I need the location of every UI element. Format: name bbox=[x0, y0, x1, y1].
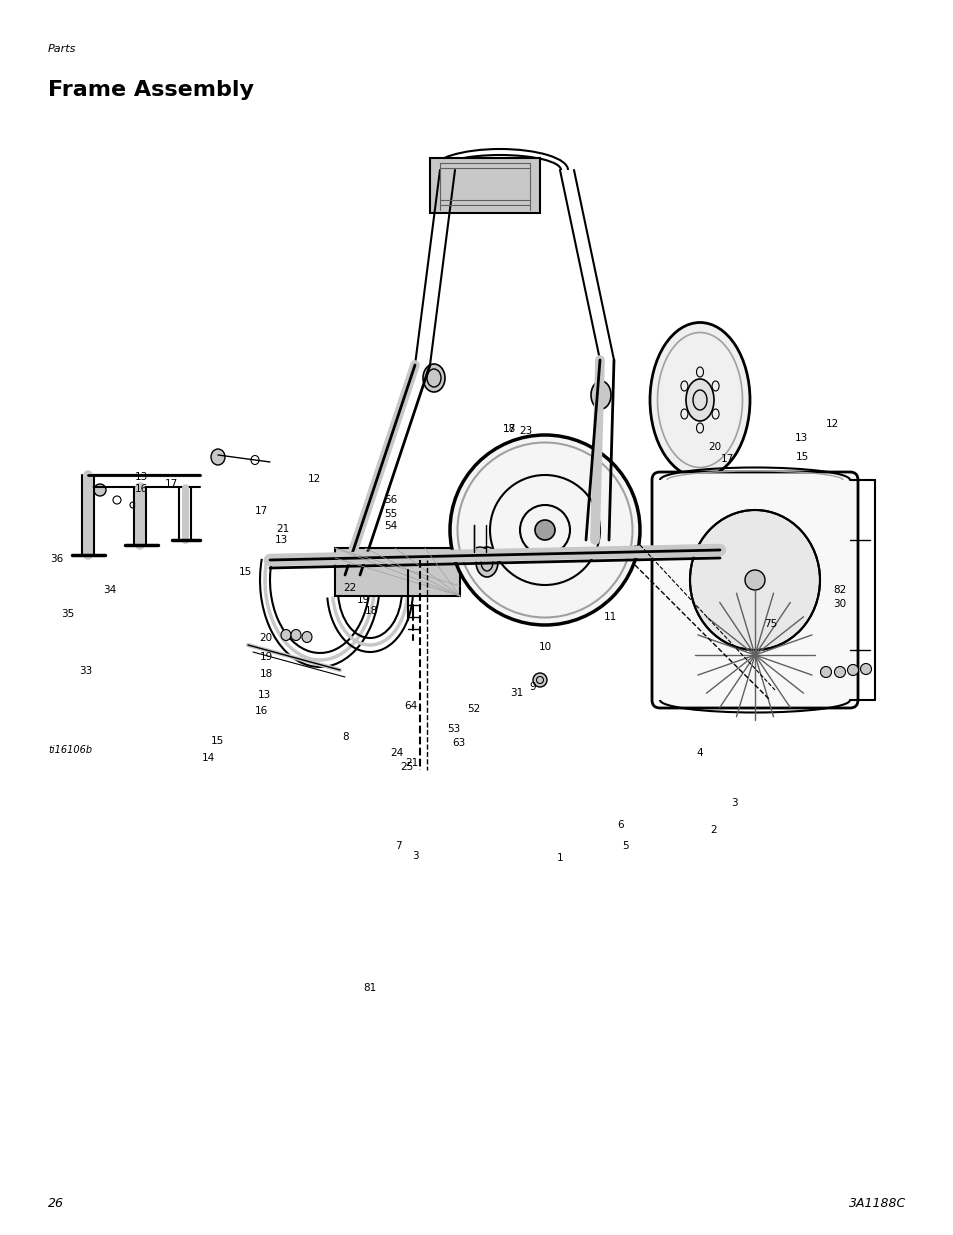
Text: 3: 3 bbox=[731, 798, 737, 808]
Text: 23: 23 bbox=[518, 426, 532, 436]
Text: 18: 18 bbox=[259, 669, 273, 679]
Text: 19: 19 bbox=[259, 652, 273, 662]
Text: 6: 6 bbox=[618, 820, 623, 830]
Text: 12: 12 bbox=[308, 474, 321, 484]
Ellipse shape bbox=[211, 450, 225, 466]
Ellipse shape bbox=[533, 673, 546, 687]
Ellipse shape bbox=[94, 484, 106, 496]
Ellipse shape bbox=[685, 379, 713, 421]
Text: 64: 64 bbox=[404, 701, 417, 711]
Text: 13: 13 bbox=[134, 472, 148, 482]
Ellipse shape bbox=[302, 631, 312, 642]
Ellipse shape bbox=[820, 667, 831, 678]
Ellipse shape bbox=[473, 547, 486, 557]
Text: 75: 75 bbox=[763, 619, 777, 629]
Text: 18: 18 bbox=[502, 424, 516, 433]
Text: 22: 22 bbox=[343, 583, 356, 593]
Text: ti16106b: ti16106b bbox=[48, 745, 92, 755]
Text: 33: 33 bbox=[79, 666, 92, 676]
Text: 13: 13 bbox=[257, 690, 271, 700]
Text: 13: 13 bbox=[274, 535, 288, 545]
Text: 35: 35 bbox=[61, 609, 74, 619]
Ellipse shape bbox=[281, 630, 291, 641]
Text: 14: 14 bbox=[201, 753, 214, 763]
Bar bbox=[335, 548, 459, 597]
Ellipse shape bbox=[846, 664, 858, 676]
Text: 5: 5 bbox=[622, 841, 628, 851]
Ellipse shape bbox=[689, 510, 820, 650]
Text: 81: 81 bbox=[363, 983, 376, 993]
Text: 16: 16 bbox=[134, 484, 148, 494]
Ellipse shape bbox=[860, 663, 871, 674]
Text: 56: 56 bbox=[384, 495, 397, 505]
Text: 9: 9 bbox=[529, 682, 535, 692]
Text: 16: 16 bbox=[254, 706, 268, 716]
Text: 17: 17 bbox=[254, 506, 268, 516]
Text: 20: 20 bbox=[707, 442, 720, 452]
Text: 30: 30 bbox=[832, 599, 845, 609]
Ellipse shape bbox=[649, 322, 749, 478]
Text: 17: 17 bbox=[720, 454, 733, 464]
Text: 36: 36 bbox=[51, 555, 64, 564]
Text: 24: 24 bbox=[390, 748, 403, 758]
Text: 21: 21 bbox=[275, 524, 289, 534]
Text: 2: 2 bbox=[710, 825, 716, 835]
Ellipse shape bbox=[476, 547, 497, 577]
Text: 52: 52 bbox=[467, 704, 480, 714]
Text: 1: 1 bbox=[557, 853, 562, 863]
Text: 3: 3 bbox=[412, 851, 417, 861]
Text: Frame Assembly: Frame Assembly bbox=[48, 80, 253, 100]
Text: 26: 26 bbox=[48, 1197, 64, 1210]
Ellipse shape bbox=[291, 630, 301, 641]
Text: 20: 20 bbox=[259, 634, 273, 643]
Text: 15: 15 bbox=[795, 452, 808, 462]
Text: 55: 55 bbox=[384, 509, 397, 519]
Ellipse shape bbox=[744, 571, 764, 590]
Text: Parts: Parts bbox=[48, 44, 76, 54]
Text: 8: 8 bbox=[342, 732, 348, 742]
Text: 21: 21 bbox=[405, 758, 418, 768]
Text: 54: 54 bbox=[384, 521, 397, 531]
Text: 31: 31 bbox=[510, 688, 523, 698]
Text: 17: 17 bbox=[165, 479, 178, 489]
Ellipse shape bbox=[629, 546, 641, 558]
Text: 63: 63 bbox=[452, 739, 465, 748]
Text: 7: 7 bbox=[395, 841, 401, 851]
Ellipse shape bbox=[590, 382, 610, 409]
Text: 12: 12 bbox=[825, 419, 839, 429]
Text: 34: 34 bbox=[103, 585, 116, 595]
FancyBboxPatch shape bbox=[651, 472, 857, 708]
Ellipse shape bbox=[422, 364, 444, 391]
Text: 19: 19 bbox=[356, 595, 370, 605]
Text: 4: 4 bbox=[696, 748, 701, 758]
Text: 10: 10 bbox=[538, 642, 552, 652]
Ellipse shape bbox=[834, 667, 844, 678]
Ellipse shape bbox=[450, 435, 639, 625]
Text: 82: 82 bbox=[832, 585, 845, 595]
Text: 3A1188C: 3A1188C bbox=[848, 1197, 905, 1210]
Text: 18: 18 bbox=[364, 606, 377, 616]
Text: 25: 25 bbox=[400, 762, 414, 772]
Text: 13: 13 bbox=[794, 433, 807, 443]
Bar bbox=[430, 158, 539, 212]
Text: 11: 11 bbox=[603, 613, 617, 622]
Text: 15: 15 bbox=[211, 736, 224, 746]
Ellipse shape bbox=[535, 520, 555, 540]
Text: 15: 15 bbox=[238, 567, 252, 577]
Text: 53: 53 bbox=[447, 724, 460, 734]
Text: 17: 17 bbox=[502, 424, 516, 433]
